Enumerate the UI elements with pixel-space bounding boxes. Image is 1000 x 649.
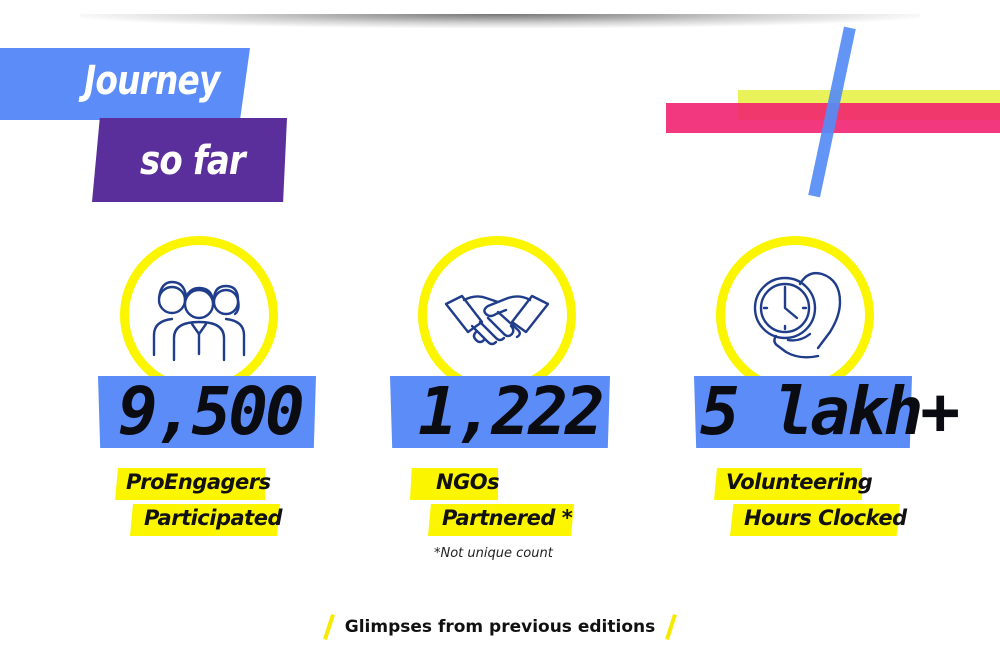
stat-value: 1,222 <box>418 373 605 450</box>
top-shadow-divider <box>80 14 920 28</box>
clock-hand-icon <box>716 236 874 394</box>
stat-value-background <box>390 376 610 448</box>
people-group-icon <box>120 236 278 394</box>
page-title-line1: Journey <box>84 58 220 104</box>
stat-label-highlight <box>730 504 900 536</box>
stat-value: 9,500 <box>118 373 305 450</box>
stat-label-line2: Partnered * <box>442 506 573 530</box>
stat-label-highlight <box>714 468 862 500</box>
stat-value-background <box>98 376 316 448</box>
stat-label-line2: Hours Clocked <box>744 506 907 530</box>
stat-label-line1: NGOs <box>436 470 500 494</box>
stat-label-line1: Volunteering <box>726 470 873 494</box>
stat-value: 5 lakh+ <box>700 373 960 450</box>
page-title-line2: so far <box>140 138 246 184</box>
slash-decoration <box>322 614 335 640</box>
handshake-icon <box>418 236 576 394</box>
slash-decoration <box>665 614 678 640</box>
stat-label-highlight <box>428 504 574 536</box>
stat-label-line1: ProEngagers <box>126 470 271 494</box>
title-sofar-banner <box>92 118 287 202</box>
stat-label-highlight <box>410 468 498 500</box>
glimpses-link-label[interactable]: Glimpses from previous editions <box>344 617 656 637</box>
footnote: *Not unique count <box>434 546 553 561</box>
stat-label-highlight <box>130 504 280 536</box>
stat-value-background <box>694 376 912 448</box>
stat-label-line2: Participated <box>144 506 282 530</box>
stat-label-highlight <box>115 468 265 500</box>
title-journey-banner <box>0 48 250 120</box>
glimpses-link[interactable]: Glimpses from previous editions <box>0 614 1000 640</box>
